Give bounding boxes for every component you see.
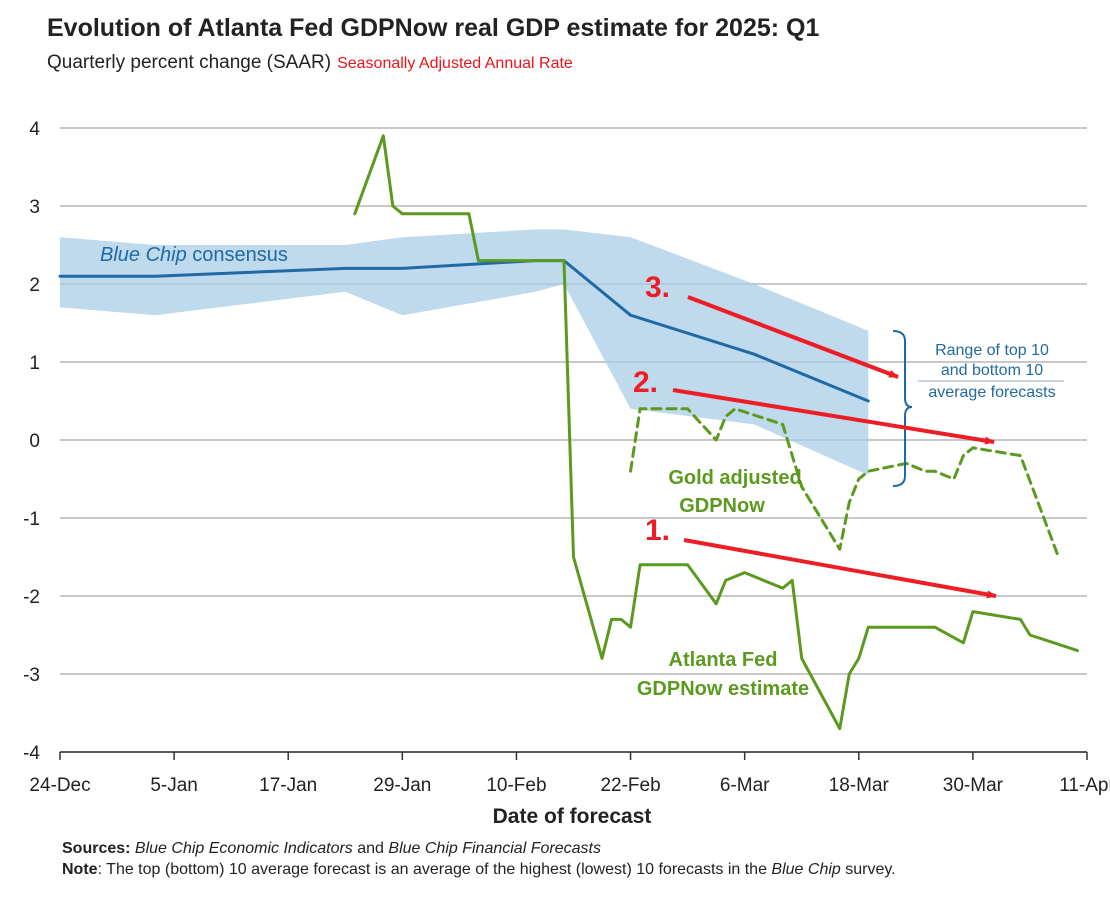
range-label-line1: Range of top 10 bbox=[935, 342, 1049, 359]
x-tick-label: 30-Mar bbox=[943, 775, 1004, 796]
series-line bbox=[629, 407, 1060, 559]
series-lines bbox=[58, 134, 1079, 731]
note-label: Note bbox=[62, 861, 98, 878]
subtitle-annotation: Seasonally Adjusted Annual Rate bbox=[337, 55, 573, 72]
callout-1-arrow bbox=[683, 538, 997, 599]
x-tick-label: 6-Mar bbox=[720, 775, 770, 796]
x-axis-label: Date of forecast bbox=[493, 805, 652, 828]
note-italic: Blue Chip bbox=[771, 861, 841, 878]
source-and: and bbox=[352, 840, 389, 857]
gold-label-line2: GDPNow bbox=[679, 495, 765, 517]
y-tick-label: 1 bbox=[29, 353, 40, 374]
chart-subtitle: Quarterly percent change (SAAR) Seasonall… bbox=[47, 52, 573, 74]
subtitle-text: Quarterly percent change (SAAR) bbox=[47, 52, 332, 73]
callout-3-label: 3. bbox=[645, 271, 670, 304]
range-label-line2: and bottom 10 bbox=[941, 362, 1043, 379]
forecast-range-band bbox=[60, 229, 869, 476]
x-tick-label: 22-Feb bbox=[600, 775, 660, 796]
x-tick-label: 18-Mar bbox=[829, 775, 890, 796]
x-tick-label: 11-Apr bbox=[1059, 775, 1110, 796]
range-band bbox=[60, 229, 869, 476]
chart-title: Evolution of Atlanta Fed GDPNow real GDP… bbox=[47, 14, 820, 42]
blue-chip-label-rest: consensus bbox=[187, 244, 288, 266]
y-tick-label: 2 bbox=[29, 275, 40, 296]
atl-label-line2: GDPNow estimate bbox=[637, 678, 809, 700]
gdp-chart: 4 3 2 1 0 -1 -2 -3 -4 24-Dec 5-Jan 17-Jan 29-Jan 10-F… bbox=[23, 119, 1110, 828]
callout-1-label: 1. bbox=[645, 514, 670, 547]
y-tick-label: -3 bbox=[23, 665, 40, 686]
axes: 4 3 2 1 0 -1 -2 -3 -4 24-Dec 5-Jan 17-Jan 29-Jan 10-F… bbox=[23, 119, 1110, 796]
x-tick-label: 17-Jan bbox=[259, 775, 317, 796]
series-line bbox=[353, 134, 1079, 731]
source-1: Blue Chip Economic Indicators bbox=[134, 840, 353, 857]
sources-line: Sources: Blue Chip Economic Indicators a… bbox=[62, 838, 1072, 859]
blue-chip-label: Blue Chip consensus bbox=[100, 244, 288, 266]
note-text: : The top (bottom) 10 average forecast i… bbox=[97, 861, 772, 878]
x-tick-label: 5-Jan bbox=[150, 775, 198, 796]
gold-label-line1: Gold adjusted bbox=[668, 467, 801, 489]
source-2: Blue Chip Financial Forecasts bbox=[388, 840, 601, 857]
sources-note: Sources: Blue Chip Economic Indicators a… bbox=[62, 838, 1072, 880]
y-tick-label: -2 bbox=[23, 587, 40, 608]
y-tick-label: 4 bbox=[29, 119, 40, 140]
note-line: Note: The top (bottom) 10 average foreca… bbox=[62, 859, 1072, 880]
y-tick-label: -4 bbox=[23, 743, 40, 764]
atl-label-line1: Atlanta Fed bbox=[669, 649, 778, 671]
range-label-line3: average forecasts bbox=[928, 384, 1055, 401]
grid-lines bbox=[60, 127, 1087, 753]
callout-2-arrow bbox=[672, 388, 995, 445]
y-tick-label: 0 bbox=[29, 431, 40, 452]
x-tick-label: 10-Feb bbox=[486, 775, 546, 796]
note-end: survey. bbox=[840, 861, 896, 878]
blue-chip-label-italic: Blue Chip bbox=[100, 244, 187, 266]
callout-2-label: 2. bbox=[633, 366, 658, 399]
y-tick-label: 3 bbox=[29, 197, 40, 218]
sources-label: Sources: bbox=[62, 840, 131, 857]
range-bracket bbox=[892, 330, 913, 487]
x-tick-label: 29-Jan bbox=[373, 775, 431, 796]
x-tick-label: 24-Dec bbox=[29, 775, 90, 796]
y-tick-label: -1 bbox=[23, 509, 40, 530]
callout-3-arrow bbox=[687, 295, 899, 379]
